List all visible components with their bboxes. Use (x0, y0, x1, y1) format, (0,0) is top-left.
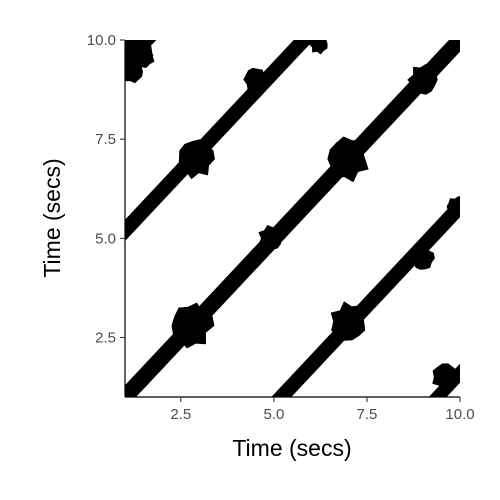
axes: 2.5 5.0 7.5 10.0 2.5 5.0 7.5 10.0 (87, 32, 475, 423)
x-axis-title: Time (secs) (232, 435, 351, 461)
recurrence-blob (178, 139, 215, 180)
recurrence-blob (446, 196, 460, 217)
x-tick-label: 5.0 (263, 406, 284, 423)
recurrence-blob (410, 245, 435, 270)
x-tick-label: 2.5 (170, 406, 191, 423)
diagonal-band (271, 195, 460, 397)
recurrence-blob (407, 63, 438, 95)
x-tick-label: 10.0 (445, 406, 474, 423)
y-tick-label: 10.0 (87, 32, 116, 49)
recurrence-blob (308, 40, 328, 55)
y-tick-label: 5.0 (95, 230, 116, 247)
recurrence-marks (125, 40, 460, 397)
recurrence-blob (330, 301, 366, 341)
y-tick-label: 7.5 (95, 131, 116, 148)
recurrence-blob (258, 225, 282, 252)
recurrence-blob (432, 363, 459, 393)
diagonal-band (125, 40, 460, 397)
recurrence-blob (243, 67, 267, 93)
diagonal-band (125, 40, 314, 242)
recurrence-blob (125, 60, 143, 84)
y-tick-label: 2.5 (95, 330, 116, 347)
x-tick-label: 7.5 (357, 406, 378, 423)
recurrence-blob (327, 136, 369, 183)
y-axis-title: Time (secs) (39, 158, 65, 277)
recurrence-blob (132, 43, 155, 68)
recurrence-blob (171, 302, 215, 349)
